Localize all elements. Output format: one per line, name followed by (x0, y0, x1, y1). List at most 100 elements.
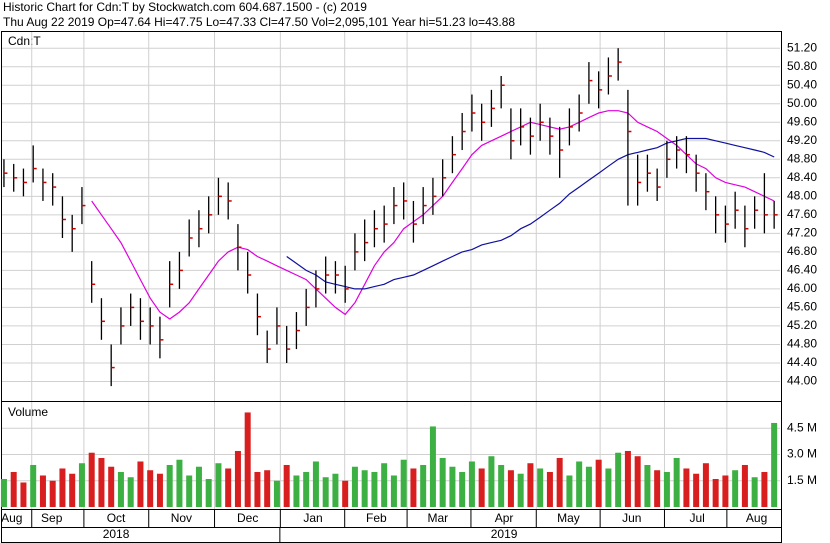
volume-bar (624, 450, 631, 507)
x-tick-label: Dec (237, 511, 258, 525)
y-tick-label: 46.80 (787, 244, 817, 258)
x-tick-label: Jul (689, 511, 704, 525)
volume-bar (410, 468, 417, 507)
volume-bar (507, 470, 514, 507)
volume-bar (702, 463, 709, 507)
volume-bar (332, 473, 339, 507)
y-tick-label: 47.60 (787, 207, 817, 221)
volume-bar (254, 471, 261, 507)
volume-bar (420, 464, 427, 507)
volume-bar (400, 459, 407, 507)
volume-bar (312, 461, 319, 507)
volume-bar (556, 457, 563, 507)
volume-bar (693, 473, 700, 507)
volume-bar (683, 468, 690, 507)
volume-bar (20, 482, 27, 507)
volume-bar (0, 478, 7, 507)
volume-bar (166, 464, 173, 507)
x-tick-label: Jun (622, 511, 641, 525)
volume-bar (673, 457, 680, 507)
x-tick-label: May (557, 511, 580, 525)
volume-bar (215, 463, 222, 507)
volume-bar (390, 475, 397, 507)
volume-bar (654, 470, 661, 507)
volume-bar (741, 464, 748, 507)
y-tick-label: 44.40 (787, 355, 817, 369)
volume-bar (342, 480, 349, 507)
volume-bar (98, 457, 105, 507)
volume-bar (585, 466, 592, 507)
y-tick-label: 44.00 (787, 374, 817, 388)
volume-bar (108, 466, 115, 507)
x-tick-label: Apr (495, 511, 514, 525)
volume-bar (322, 477, 329, 507)
volume-bar (117, 471, 124, 507)
volume-bar (459, 471, 466, 507)
volume-bar (761, 471, 768, 507)
volume-bar (605, 468, 612, 507)
y-tick-label: 49.60 (787, 114, 817, 128)
moving-average (286, 137, 775, 290)
volume-bar (195, 466, 202, 507)
x-tick-label: Feb (366, 511, 387, 525)
y-tick-label: 48.40 (787, 170, 817, 184)
volume-bar (732, 470, 739, 507)
y-tick-label: 48.00 (787, 188, 817, 202)
y-tick-label: 50.00 (787, 96, 817, 110)
x-tick-label: Oct (107, 511, 126, 525)
volume-bar (10, 471, 17, 507)
header-line1: Historic Chart for Cdn:T by Stockwatch.c… (3, 0, 367, 14)
volume-bar (595, 459, 602, 507)
price-label: Cdn:T (8, 34, 41, 48)
volume-bar (186, 475, 193, 507)
y-tick-label: 49.20 (787, 133, 817, 147)
volume-bar (264, 470, 271, 507)
volume-bar (498, 464, 505, 507)
volume-bar (30, 464, 37, 507)
y-tick-label: 46.00 (787, 281, 817, 295)
volume-bar (147, 470, 154, 507)
volume-bar (59, 468, 66, 507)
year-label: 2019 (491, 527, 518, 541)
volume-bar (156, 473, 163, 507)
volume-bar (69, 473, 76, 507)
volume-bar (537, 468, 544, 507)
y-tick-label: 51.20 (787, 40, 817, 54)
volume-bar (88, 452, 95, 507)
volume-bar (127, 477, 134, 507)
volume-bar (293, 475, 300, 507)
y-tick-label: 4.5 M (787, 420, 817, 434)
volume-bar (303, 471, 310, 507)
volume-bar (771, 422, 778, 507)
volume-bar (546, 471, 553, 507)
y-tick-label: 44.80 (787, 337, 817, 351)
y-tick-label: 50.80 (787, 59, 817, 73)
y-tick-label: 48.80 (787, 151, 817, 165)
volume-bar (712, 478, 719, 507)
x-tick-label: Sep (41, 511, 63, 525)
volume-bar (566, 475, 573, 507)
volume-bar (234, 450, 241, 507)
y-tick-label: 45.20 (787, 318, 817, 332)
volume-bar (49, 480, 56, 507)
volume-bar (39, 475, 46, 507)
volume-bar (468, 461, 475, 507)
volume-bar (751, 477, 758, 507)
volume-bar (429, 426, 436, 507)
volume-bar (576, 461, 583, 507)
volume-bar (273, 480, 280, 507)
year-label: 2018 (103, 527, 130, 541)
volume-bar (78, 463, 85, 507)
x-tick-label: Nov (171, 511, 192, 525)
volume-bar (644, 464, 651, 507)
volume-bar (449, 466, 456, 507)
volume-bar (225, 468, 232, 507)
volume-bar (283, 464, 290, 507)
volume-bar (137, 461, 144, 507)
x-tick-label: Mar (427, 511, 448, 525)
volume-bar (176, 459, 183, 507)
volume-bar (517, 473, 524, 507)
x-tick-label: Aug (1, 511, 22, 525)
